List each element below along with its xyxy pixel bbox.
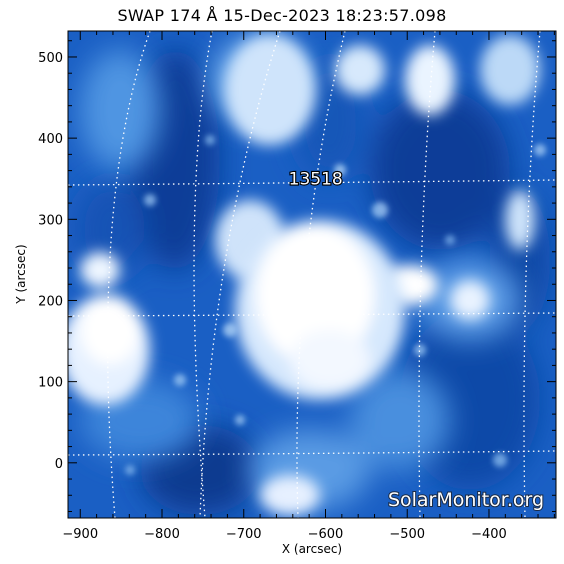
x-tick-label: −500 — [389, 527, 425, 542]
image-title: SWAP 174 Å 15-Dec-2023 18:23:57.098 — [117, 6, 447, 25]
active-region-core — [235, 220, 405, 400]
fine-texture — [125, 135, 546, 475]
y-axis-ticks: 0 100 200 300 400 500 — [38, 40, 556, 513]
euv-image — [68, 31, 556, 518]
y-tick-label: 500 — [38, 51, 63, 66]
x-tick-label: −700 — [226, 527, 262, 542]
x-tick-label: −600 — [308, 527, 344, 542]
watermark-logo: SolarMonitor.org — [388, 489, 544, 511]
x-tick-label: −400 — [471, 527, 507, 542]
plot-frame — [67, 30, 557, 519]
x-tick-label: −900 — [62, 527, 98, 542]
y-tick-label: 200 — [38, 294, 63, 309]
x-axis-label: X (arcsec) — [282, 542, 342, 556]
y-axis-label: Y (arcsec) — [14, 244, 28, 304]
y-tick-label: 400 — [38, 132, 63, 147]
y-tick-label: 100 — [38, 376, 63, 391]
y-tick-label: 0 — [55, 457, 63, 472]
x-axis-ticks: −900 −800 −700 −600 −500 −400 — [62, 31, 555, 542]
active-region-label: 13518 — [289, 169, 343, 189]
heliographic-grid — [68, 31, 556, 518]
x-tick-label: −800 — [144, 527, 180, 542]
y-tick-label: 300 — [38, 213, 63, 228]
